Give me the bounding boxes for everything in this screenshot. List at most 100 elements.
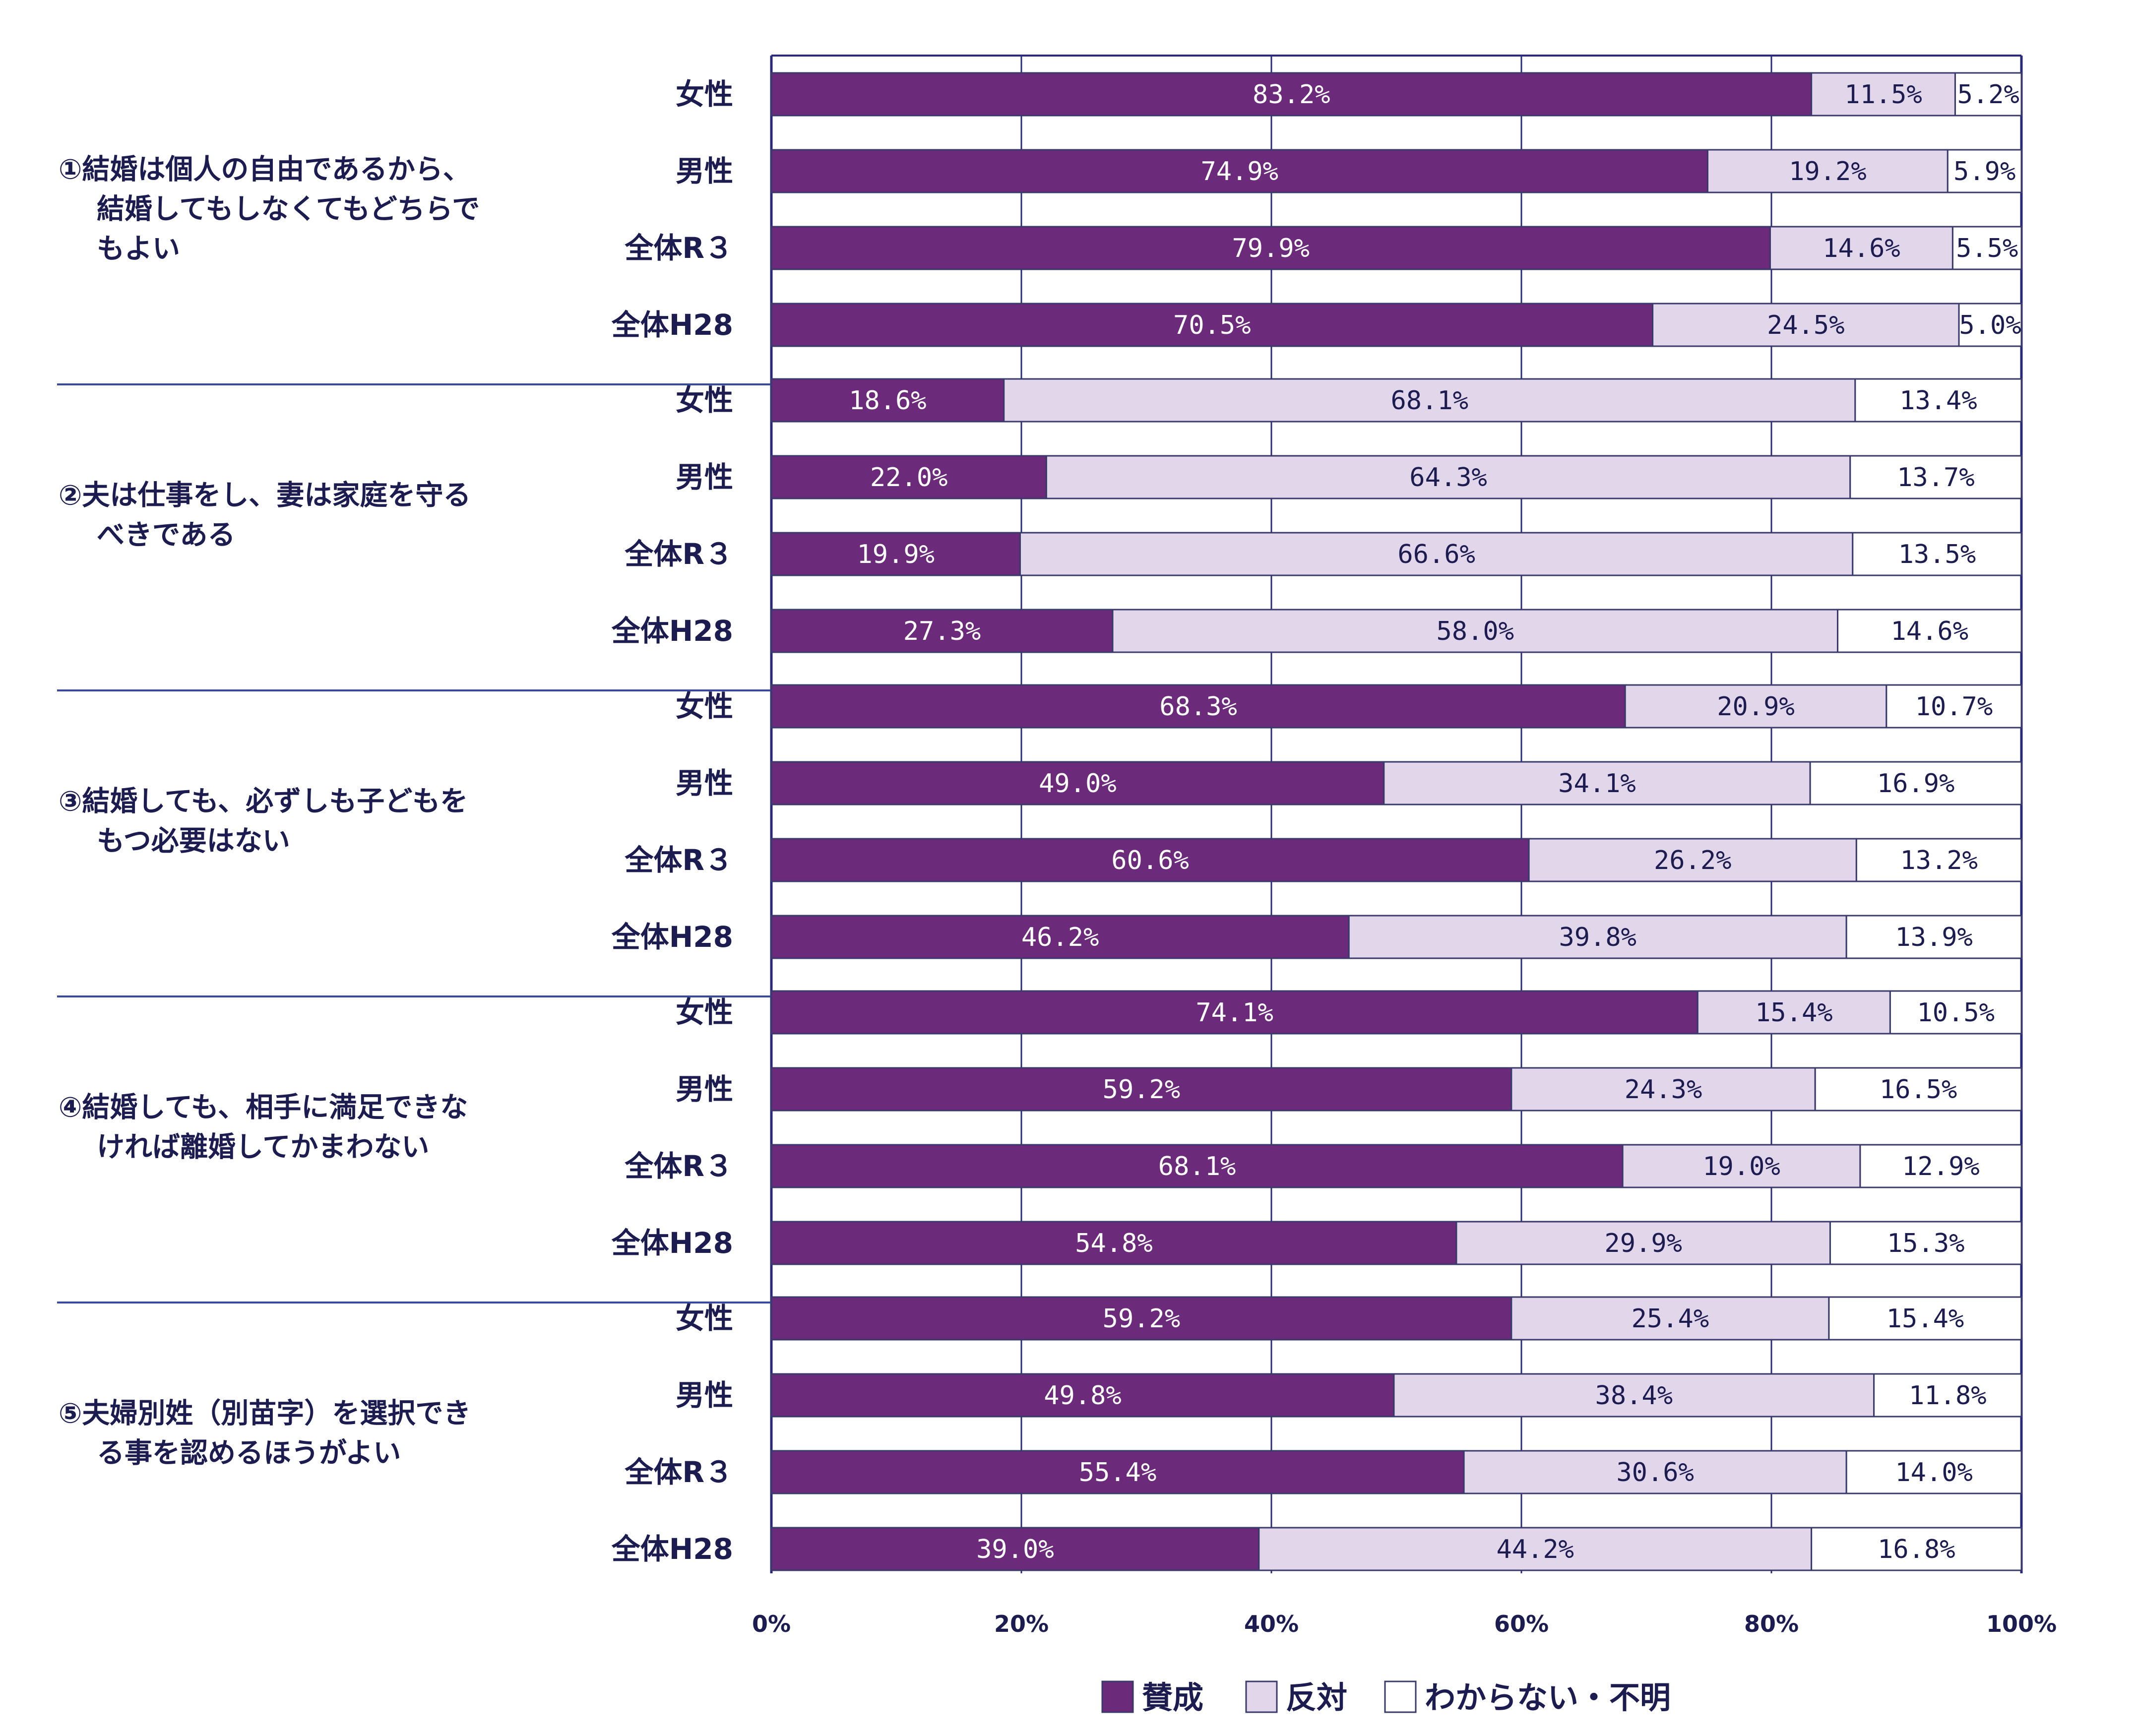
- bar-segment: [1811, 1527, 2022, 1571]
- question-title-line: もつ必要はない: [97, 825, 290, 858]
- data-label: 38.4%: [1595, 1381, 1673, 1411]
- row-label: 全体R３: [624, 1149, 733, 1183]
- data-label: 10.5%: [1917, 998, 1995, 1028]
- bar-segment: [1849, 455, 2022, 499]
- bar-segment: [1383, 761, 1811, 806]
- bar-segment: [770, 1450, 1465, 1494]
- x-tick-label: 0%: [752, 1611, 791, 1637]
- data-label: 39.8%: [1559, 923, 1636, 952]
- data-label: 14.6%: [1891, 617, 1969, 646]
- data-label: 74.9%: [1200, 157, 1278, 186]
- bar-segment: [1455, 1221, 1831, 1265]
- data-label: 64.3%: [1409, 463, 1487, 493]
- bar-segment: [1019, 532, 1854, 576]
- bar-segment: [1837, 609, 2022, 653]
- data-label: 59.2%: [1103, 1075, 1181, 1105]
- bar-segment: [770, 72, 1813, 117]
- data-label: 11.5%: [1844, 80, 1922, 110]
- data-label: 13.4%: [1899, 386, 1977, 416]
- data-label: 74.1%: [1195, 998, 1273, 1028]
- bar-segment: [1852, 532, 2022, 576]
- legend-label: 反対: [1286, 1679, 1347, 1716]
- data-label: 19.9%: [857, 540, 935, 569]
- data-label: 68.1%: [1391, 386, 1469, 416]
- bar-segment: [1873, 1373, 2022, 1418]
- bar-segment: [1697, 990, 1891, 1035]
- row-label: 女性: [676, 995, 733, 1029]
- legend-swatch: [1245, 1680, 1278, 1713]
- data-label: 59.2%: [1103, 1304, 1181, 1334]
- row-label: 全体H28: [611, 614, 733, 648]
- x-tick-label: 40%: [1244, 1611, 1299, 1637]
- bar-segment: [1652, 303, 1960, 347]
- row-label: 全体R３: [624, 843, 733, 877]
- row-label: 男性: [676, 1378, 733, 1412]
- bar-segment: [1348, 915, 1847, 959]
- data-label: 16.5%: [1880, 1075, 1957, 1105]
- legend-label: 賛成: [1142, 1679, 1203, 1716]
- bar-segment: [770, 1221, 1457, 1265]
- row-label: 全体H28: [611, 1226, 733, 1260]
- bar-segment: [770, 149, 1708, 193]
- row-label: 全体H28: [611, 1532, 733, 1566]
- question-title-line: ②夫は仕事をし、妻は家庭を守る: [59, 480, 471, 512]
- data-label: 46.2%: [1021, 923, 1099, 952]
- bar-segment: [1845, 1450, 2022, 1494]
- row-label: 全体R３: [624, 231, 733, 265]
- bar-segment: [1829, 1221, 2022, 1265]
- question-title-line: る事を認めるほうがよい: [97, 1437, 401, 1470]
- bar-segment: [1112, 609, 1839, 653]
- legend-swatch: [1101, 1680, 1134, 1713]
- data-label: 11.8%: [1909, 1381, 1987, 1411]
- data-label: 19.0%: [1702, 1152, 1780, 1181]
- data-label: 15.3%: [1887, 1229, 1965, 1258]
- data-label: 15.4%: [1886, 1304, 1964, 1334]
- bar-segment: [1003, 378, 1856, 423]
- question-title-line: べきである: [97, 519, 235, 552]
- bars-layer: [770, 72, 2022, 1571]
- question-title-line: ければ離婚してかまわない: [97, 1131, 429, 1164]
- bar-segment: [770, 1527, 1260, 1571]
- data-label: 13.7%: [1897, 463, 1975, 493]
- data-label: 26.2%: [1654, 846, 1732, 875]
- data-label: 24.5%: [1767, 310, 1845, 340]
- row-label: 男性: [676, 766, 733, 800]
- data-label: 5.0%: [1959, 310, 2021, 340]
- data-label: 5.2%: [1957, 80, 2019, 110]
- question-title-line: ③結婚しても、必ずしも子どもを: [59, 786, 468, 818]
- data-label: 15.4%: [1755, 998, 1833, 1028]
- data-label: 20.9%: [1717, 692, 1795, 722]
- data-label: 13.2%: [1900, 846, 1978, 875]
- row-label: 全体H28: [611, 308, 733, 342]
- bar-segment: [1845, 915, 2022, 959]
- bar-segment: [1622, 1144, 1861, 1188]
- x-tick-label: 100%: [1986, 1611, 2057, 1637]
- data-label: 10.7%: [1915, 692, 1993, 722]
- bar-segment: [770, 303, 1654, 347]
- legend-swatch: [1384, 1680, 1417, 1713]
- bar-segment: [770, 1067, 1512, 1112]
- data-label: 22.0%: [870, 463, 948, 493]
- row-label: 男性: [676, 460, 733, 494]
- data-label: 16.8%: [1878, 1535, 1955, 1564]
- bar-segment: [1624, 684, 1887, 729]
- data-label: 70.5%: [1173, 310, 1251, 340]
- bar-segment: [1958, 303, 2022, 347]
- data-label: 83.2%: [1253, 80, 1330, 110]
- row-label: 全体R３: [624, 1455, 733, 1489]
- data-label: 29.9%: [1604, 1229, 1682, 1258]
- row-label: 女性: [676, 383, 733, 417]
- data-label: 19.2%: [1789, 157, 1867, 186]
- bar-segment: [1855, 838, 2022, 882]
- data-label: 58.0%: [1436, 617, 1514, 646]
- question-title-line: ①結婚は個人の自由であるから、: [59, 154, 471, 186]
- bar-segment: [1828, 1296, 2022, 1341]
- bar-segment: [1706, 149, 1949, 193]
- data-label: 16.9%: [1877, 769, 1955, 799]
- bar-segment: [770, 838, 1530, 882]
- bar-segment: [1859, 1144, 2022, 1188]
- bar-segment: [1947, 149, 2022, 193]
- bar-segment: [770, 378, 1005, 423]
- question-title-line: 結婚してもしなくてもどちらで: [97, 193, 480, 226]
